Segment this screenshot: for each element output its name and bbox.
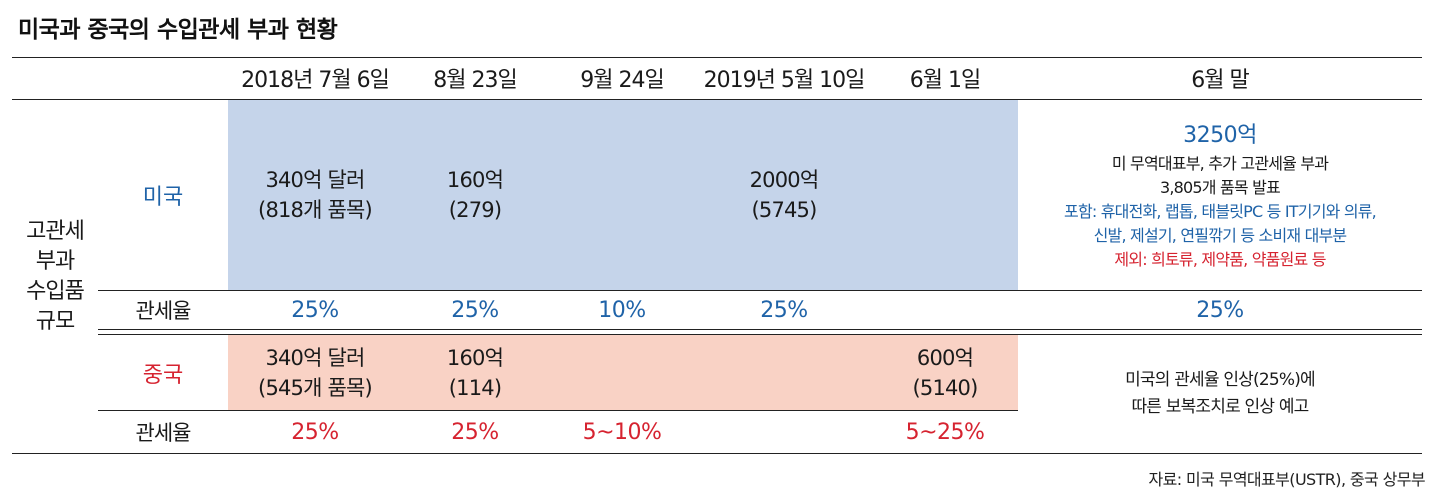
us-label: 미국 <box>142 185 184 210</box>
china-rate-09-24: 5~10% <box>582 419 662 445</box>
page-title: 미국과 중국의 수입관세 부과 현황 <box>18 17 338 43</box>
china-rate-label: 관세율 <box>135 421 192 445</box>
us-june-end-include2: 신발, 제설기, 연필깎기 등 소비재 대부분 <box>1093 226 1348 245</box>
amount-items: (818개 품목) <box>258 198 373 222</box>
amount-items: (279) <box>448 198 502 222</box>
col-header-09-24: 9월 24일 <box>580 68 664 93</box>
col-header-2018-07-06: 2018년 7월 6일 <box>241 68 390 93</box>
amount-value: 600억 <box>916 345 974 370</box>
rule-us-rate-b <box>98 334 1422 335</box>
us-june-end-line2: 3,805개 품목 발표 <box>1160 178 1281 197</box>
amount-value: 160억 <box>446 168 504 192</box>
us-june-end-notes: 3250억 미 무역대표부, 추가 고관세율 부과 3,805개 품목 발표 포… <box>1018 104 1422 288</box>
row-group-label-line: 수입품 <box>26 278 85 304</box>
us-rate-09-24: 10% <box>598 297 646 323</box>
us-rate-june-end: 25% <box>1196 297 1244 323</box>
amount-value: 2000억 <box>749 168 820 192</box>
us-amount-2019-05-10: 2000억 (5745) <box>696 100 872 290</box>
china-amount-08-23: 160억 (114) <box>402 335 548 410</box>
china-amount-2018-07-06: 340억 달러 (545개 품목) <box>228 335 402 410</box>
col-header-2019-05-10: 2019년 5월 10일 <box>703 68 866 93</box>
row-group-label-line: 고관세 <box>26 218 85 244</box>
china-amount-06-01: 600억 (5140) <box>872 335 1018 410</box>
rule-bottom <box>12 453 1422 454</box>
china-label: 중국 <box>142 362 184 388</box>
col-header-08-23: 8월 23일 <box>433 68 517 93</box>
rule-top <box>12 57 1422 58</box>
us-rate-08-23: 25% <box>451 297 499 323</box>
us-amount-block <box>228 100 1018 290</box>
rule-header <box>12 99 1422 100</box>
us-june-end-include1: 포함: 휴대전화, 랩톱, 태블릿PC 등 IT기기와 의류, <box>1064 202 1377 221</box>
amount-items: (545개 품목) <box>258 375 373 400</box>
china-rate-06-01: 5~25% <box>905 419 985 445</box>
china-june-end-note: 미국의 관세율 인상(25%)에 따른 보복조치로 인상 예고 <box>1018 335 1422 453</box>
amount-value: 160억 <box>446 345 504 370</box>
row-group-label-line: 규모 <box>35 308 75 334</box>
china-rate-2018-07-06: 25% <box>291 419 339 445</box>
rule-us-amount <box>98 290 1422 291</box>
china-june-end-note-line: 미국의 관세율 인상(25%)에 <box>1125 370 1316 390</box>
amount-items: (5745) <box>751 198 817 222</box>
china-amount-block <box>228 335 1018 410</box>
us-amount-2018-07-06: 340억 달러 (818개 품목) <box>228 100 402 290</box>
us-rate-label: 관세율 <box>135 299 192 323</box>
us-rate-2018-07-06: 25% <box>291 297 339 323</box>
us-amount-08-23: 160억 (279) <box>402 100 548 290</box>
rule-us-rate-a <box>98 329 1422 330</box>
row-group-label-line: 부과 <box>35 248 75 274</box>
amount-value: 340억 달러 <box>265 168 365 192</box>
us-june-end-amount: 3250억 <box>1183 123 1257 148</box>
us-june-end-exclude: 제외: 희토류, 제약품, 약품원료 등 <box>1114 250 1326 269</box>
amount-items: (5140) <box>912 375 978 400</box>
us-june-end-line1: 미 무역대표부, 추가 고관세율 부과 <box>1111 154 1329 173</box>
china-rate-08-23: 25% <box>451 419 499 445</box>
amount-value: 340억 달러 <box>265 345 365 370</box>
amount-items: (114) <box>448 375 502 400</box>
china-june-end-note-line: 따른 보복조치로 인상 예고 <box>1131 397 1309 417</box>
rule-china-amount <box>98 410 1018 411</box>
col-header-06-01: 6월 1일 <box>909 68 981 93</box>
col-header-june-end: 6월 말 <box>1191 68 1249 93</box>
row-group-label: 고관세 부과 수입품 규모 <box>12 100 98 453</box>
source-note: 자료: 미국 무역대표부(USTR), 중국 상무부 <box>1148 470 1425 489</box>
us-rate-2019-05-10: 25% <box>760 297 808 323</box>
